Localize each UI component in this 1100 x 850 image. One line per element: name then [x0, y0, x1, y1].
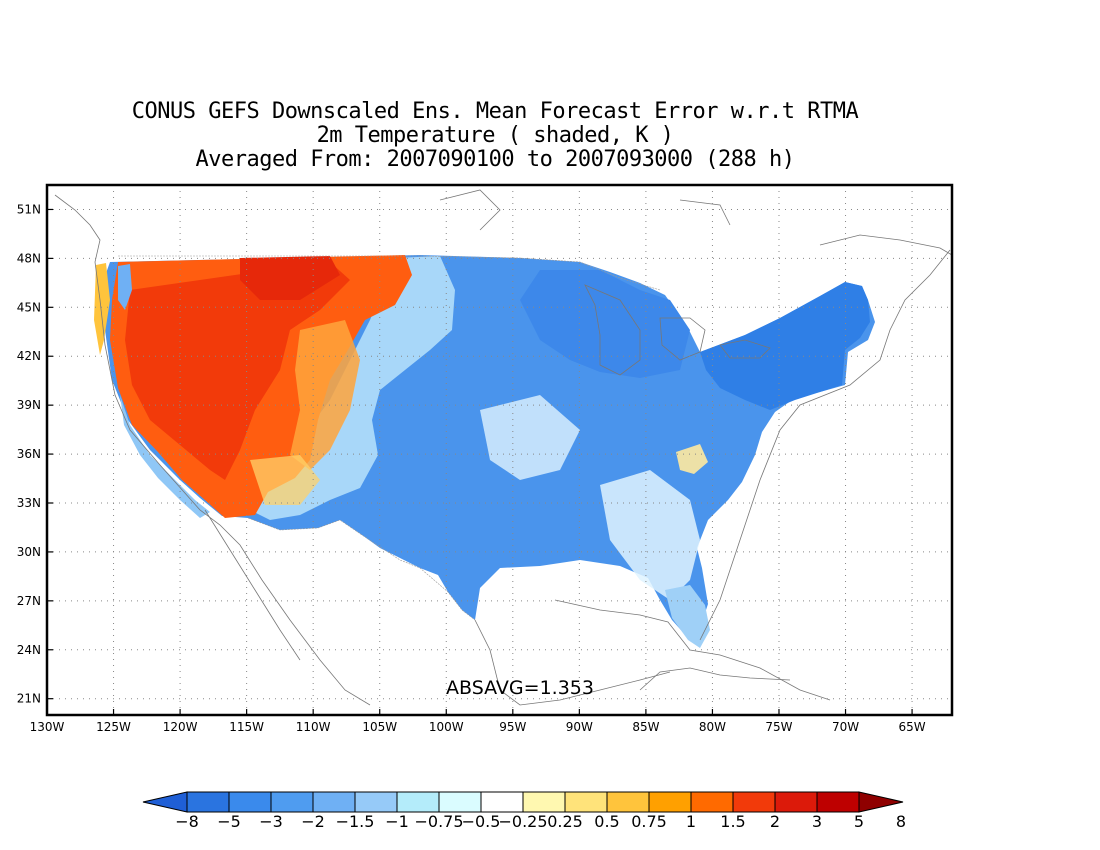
colorbar-label: 0.5: [594, 812, 619, 831]
colorbar-label: 0.75: [631, 812, 667, 831]
field-rockies-warm-fringe: [290, 320, 360, 470]
field-northeast-region: [700, 282, 870, 410]
lon-tick-label: 95W: [499, 720, 526, 734]
colorbar-segment: [480, 791, 524, 813]
lon-tick-label: 75W: [765, 720, 792, 734]
lon-tick-label: 70W: [832, 720, 859, 734]
colorbar-right-arrow: [858, 791, 904, 813]
lat-tick-label: 33N: [17, 496, 41, 510]
colorbar-segment: [606, 791, 650, 813]
lon-tick-label: 90W: [566, 720, 593, 734]
lon-tick-label: 65W: [899, 720, 926, 734]
lat-tick-label: 24N: [17, 643, 41, 657]
colorbar-label: 1.5: [720, 812, 745, 831]
colorbar-segment: [522, 791, 566, 813]
colorbar-label: 8: [896, 812, 906, 831]
colorbar-segment: [270, 791, 314, 813]
colorbar-label: 3: [812, 812, 822, 831]
colorbar-segment: [354, 791, 398, 813]
colorbar-label: −1.5: [336, 812, 375, 831]
map-frame: [45, 183, 954, 717]
colorbar-segment: [774, 791, 818, 813]
coastlines: [54, 189, 952, 706]
colorbar-segment: [732, 791, 776, 813]
map-content: [54, 189, 952, 706]
lat-tick-label: 45N: [17, 300, 41, 314]
colorbar-label: 0.25: [547, 812, 583, 831]
lat-tick-label: 48N: [17, 251, 41, 265]
lat-tick-label: 36N: [17, 447, 41, 461]
lon-tick-label: 115W: [229, 720, 264, 734]
colorbar-label: 5: [854, 812, 864, 831]
colorbar-segment: [648, 791, 692, 813]
field-northern-rockies: [240, 256, 340, 300]
colorbar-label: −1: [385, 812, 409, 831]
field-great-lakes-region: [520, 270, 690, 378]
lat-tick-label: 27N: [17, 594, 41, 608]
colorbar-segment: [438, 791, 482, 813]
colorbar-label: −5: [217, 812, 241, 831]
colorbar-segment: [396, 791, 440, 813]
colorbar-segment: [186, 791, 230, 813]
title-line-3: Averaged From: 2007090100 to 2007093000 …: [195, 147, 795, 172]
colorbar-label: −3: [259, 812, 283, 831]
colorbar-label: −8: [175, 812, 199, 831]
field-west-core: [125, 262, 350, 480]
field-california-coast: [120, 395, 210, 518]
lat-tick-label: 30N: [17, 545, 41, 559]
lat-tick-label: 39N: [17, 398, 41, 412]
lat-tick-label: 51N: [17, 202, 41, 216]
lat-axis: 21N 24N 27N 30N 33N 36N 39N 42N 45N 48N 51N: [17, 202, 53, 706]
absavg-annotation: ABSAVG=1.353: [446, 677, 594, 699]
map-title: CONUS GEFS Downscaled Ens. Mean Forecast…: [0, 100, 990, 172]
field-midsouth-patch: [480, 395, 580, 480]
lon-tick-label: 100W: [429, 720, 464, 734]
grid-lines: [47, 185, 952, 715]
colorbar: −8 −5 −3 −2 −1.5 −1 −0.75−0.5−0.25 0.25 0.5 0.75 1…: [142, 791, 906, 831]
colorbar-label: −2: [301, 812, 325, 831]
lon-tick-label: 120W: [163, 720, 198, 734]
colorbar-label: 2: [770, 812, 780, 831]
colorbar-segment: [312, 791, 356, 813]
colorbar-label: −0.25: [498, 812, 547, 831]
colorbar-label: −0.75: [414, 812, 463, 831]
lat-tick-label: 21N: [17, 692, 41, 706]
lon-axis: 130W 125W 120W 115W 110W 105W 100W 95W 90W 85W 80W…: [30, 709, 926, 734]
lon-tick-label: 125W: [96, 720, 131, 734]
lon-tick-label: 105W: [362, 720, 397, 734]
lon-tick-label: 110W: [296, 720, 331, 734]
colorbar-label: 1: [686, 812, 696, 831]
field-four-corners-patch: [250, 455, 320, 505]
field-appalachian-patch: [676, 444, 708, 474]
colorbar-left-arrow: [142, 791, 188, 813]
title-line-2: 2m Temperature ( shaded, K ): [316, 123, 674, 148]
colorbar-segment: [228, 791, 272, 813]
colorbar-segment: [690, 791, 734, 813]
field-pacific-nw-coast: [118, 264, 132, 310]
lon-tick-label: 130W: [30, 720, 65, 734]
field-southeast-patch: [600, 470, 700, 600]
lat-tick-label: 42N: [17, 349, 41, 363]
lon-tick-label: 80W: [699, 720, 726, 734]
field-florida: [665, 585, 710, 648]
colorbar-segment: [816, 791, 860, 813]
colorbar-label: −0.5: [462, 812, 501, 831]
colorbar-segment: [564, 791, 608, 813]
lon-tick-label: 85W: [632, 720, 659, 734]
title-line-1: CONUS GEFS Downscaled Ens. Mean Forecast…: [131, 99, 859, 124]
